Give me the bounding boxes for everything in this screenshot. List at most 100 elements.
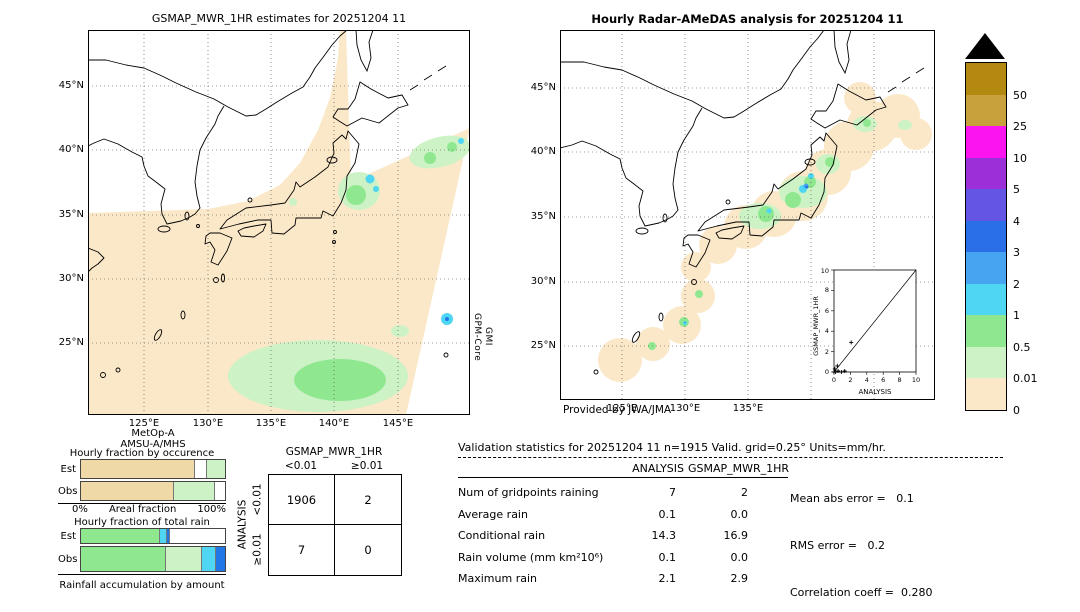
svg-text:8: 8: [898, 376, 902, 384]
left-lat-tick: 30°N: [58, 273, 84, 284]
swath-gap: [346, 30, 470, 182]
left-map-title: GSMAP_MWR_1HR estimates for 20251204 11: [151, 12, 407, 25]
contingency-cell: 2: [335, 475, 401, 525]
axis-title: Areal fraction: [108, 504, 177, 515]
svg-text:4: 4: [825, 327, 829, 335]
skill-score-line: RMS error = 0.2: [790, 538, 885, 552]
areal-fraction-axis: 0% Areal fraction 100%: [58, 504, 226, 515]
colorbar-tick: 4: [1013, 214, 1020, 228]
colorbar-tick: 50: [1013, 88, 1027, 102]
stats-row-label: Num of gridpoints raining: [458, 486, 599, 500]
bar-segment: [81, 547, 166, 571]
sensor-name-label: GMI: [483, 327, 493, 346]
stats-header: Validation statistics for 20251204 11 n=…: [458, 441, 1003, 458]
stats-row: Average rain 0.1 0.0: [458, 504, 788, 526]
stats-row: Rain volume (mm km²10⁶) 0.1 0.0: [458, 547, 788, 569]
colorbar-swatch: [966, 346, 1006, 378]
bar-segment: [206, 460, 225, 478]
gsmap-precipitation-map: [88, 30, 470, 415]
colorbar-tick: 25: [1013, 120, 1027, 133]
left-lat-tick: 25°N: [58, 337, 84, 348]
stats-row-label: Average rain: [458, 507, 528, 521]
right-lat-tick: 25°N: [530, 340, 556, 351]
stacked-bar: [80, 459, 226, 479]
stats-col-headers: ANALYSIS GSMAP_MWR_1HR: [458, 462, 789, 478]
stats-analysis-value: 0.1: [658, 507, 677, 521]
svg-text:6: 6: [881, 376, 885, 384]
swath-edge: [406, 128, 470, 415]
left-lat-tick: 45°N: [58, 80, 84, 91]
stats-row-label: Maximum rain: [458, 572, 537, 586]
contingency-col-header: <0.01: [284, 460, 318, 472]
right-lon-tick: 130°E: [669, 403, 701, 414]
left-lon-tick: 130°E: [192, 418, 224, 429]
colorbar-tick: 10: [1013, 151, 1027, 165]
colorbar-swatch: [966, 94, 1006, 126]
stats-analysis-value: 0.1: [658, 550, 677, 564]
stats-gsmap-value: 0.0: [730, 507, 749, 521]
colorbar-tick: 2: [1013, 277, 1020, 291]
contingency-cell: 1906: [269, 475, 335, 525]
svg-text:2: 2: [825, 348, 829, 356]
occurrence-chart-title: Hourly fraction by occurence: [69, 448, 215, 459]
stats-row-label: Rain volume (mm km²10⁶): [458, 550, 604, 564]
stacked-bar: [80, 481, 226, 501]
right-lat-tick: 30°N: [530, 276, 556, 287]
stats-analysis-value: 7: [669, 486, 676, 500]
colorbar-entry: 3: [966, 220, 1020, 259]
contingency-row-header: <0.01: [251, 483, 264, 516]
skill-score-line: Mean abs error = 0.1: [790, 491, 914, 505]
svg-text:10: 10: [821, 267, 829, 275]
left-lon-tick: 135°E: [255, 418, 287, 429]
svg-text:10: 10: [912, 376, 920, 384]
skill-scores: Mean abs error = 0.1 RMS error = 0.2 Cor…: [790, 459, 978, 612]
stats-row: Conditional rain 14.3 16.9: [458, 525, 788, 547]
right-map-panel: 0 2 4 6 8 10 0 2 4 6 8 10: [560, 30, 935, 400]
right-lon-tick: 125°E: [606, 403, 638, 414]
stats-gsmap-value: 0.0: [730, 550, 749, 564]
inset-ylabel: GSMAP_MWR_1HR: [812, 296, 820, 356]
fraction-bar-row: Est: [58, 459, 226, 479]
inset-ticks: [831, 269, 917, 375]
totalrain-chart-title: Hourly fraction of total rain: [74, 517, 210, 528]
scatter-inset: 0 2 4 6 8 10 0 2 4 6 8 10: [808, 266, 920, 398]
colorbar-swatch: [966, 315, 1006, 347]
totalrain-axis-title: Rainfall accumulation by amount: [59, 580, 225, 591]
svg-text:2: 2: [848, 376, 852, 384]
bar-segment: [81, 529, 161, 543]
rain-cells: [228, 135, 470, 412]
colorbar-entry: 10: [966, 126, 1027, 165]
axis-max-label: 100%: [197, 504, 226, 515]
right-lat-tick: 45°N: [530, 82, 556, 93]
right-lat-tick: 40°N: [530, 146, 556, 157]
svg-text:6: 6: [825, 307, 829, 315]
radar-amedas-map: [560, 30, 935, 400]
contingency-table: 1906 2 7 0: [268, 474, 402, 576]
right-lat-tick: 35°N: [530, 211, 556, 222]
colorbar-overflow-arrow: [965, 33, 1005, 59]
bar-row-label: Obs: [58, 485, 78, 497]
right-map-title: Hourly Radar-AMeDAS analysis for 2025120…: [591, 12, 904, 26]
colorbar: 50 25 10 5 4 3 2 1 0.5 0.01 0: [965, 62, 1038, 417]
satellite-line-1: MetOp-A: [131, 428, 175, 439]
svg-text:4: 4: [865, 376, 869, 384]
fraction-bar-row: Obs: [58, 481, 226, 501]
contingency-cell: 0: [364, 543, 372, 557]
satellite-name-label: GPM-Core: [472, 313, 482, 362]
bar-segment: [214, 482, 225, 500]
bar-segment: [216, 547, 225, 571]
svg-text:8: 8: [825, 286, 829, 294]
contingency-cell: 7: [269, 525, 335, 575]
colorbar-tick: 0.01: [1013, 372, 1038, 385]
left-lat-tick: 35°N: [58, 209, 84, 220]
scatter-points: [832, 340, 854, 374]
data-credit: Provided by JWA/JMA: [563, 404, 672, 416]
colorbar-tick: 0.5: [1013, 340, 1031, 354]
colorbar-swatch: [966, 220, 1006, 252]
contingency-col-header: ≥0.01: [350, 460, 384, 472]
colorbar-entry: 1: [966, 283, 1020, 322]
bar-segment: [165, 547, 202, 571]
left-map-panel: [88, 30, 470, 415]
colorbar-tick: 5: [1013, 183, 1020, 196]
